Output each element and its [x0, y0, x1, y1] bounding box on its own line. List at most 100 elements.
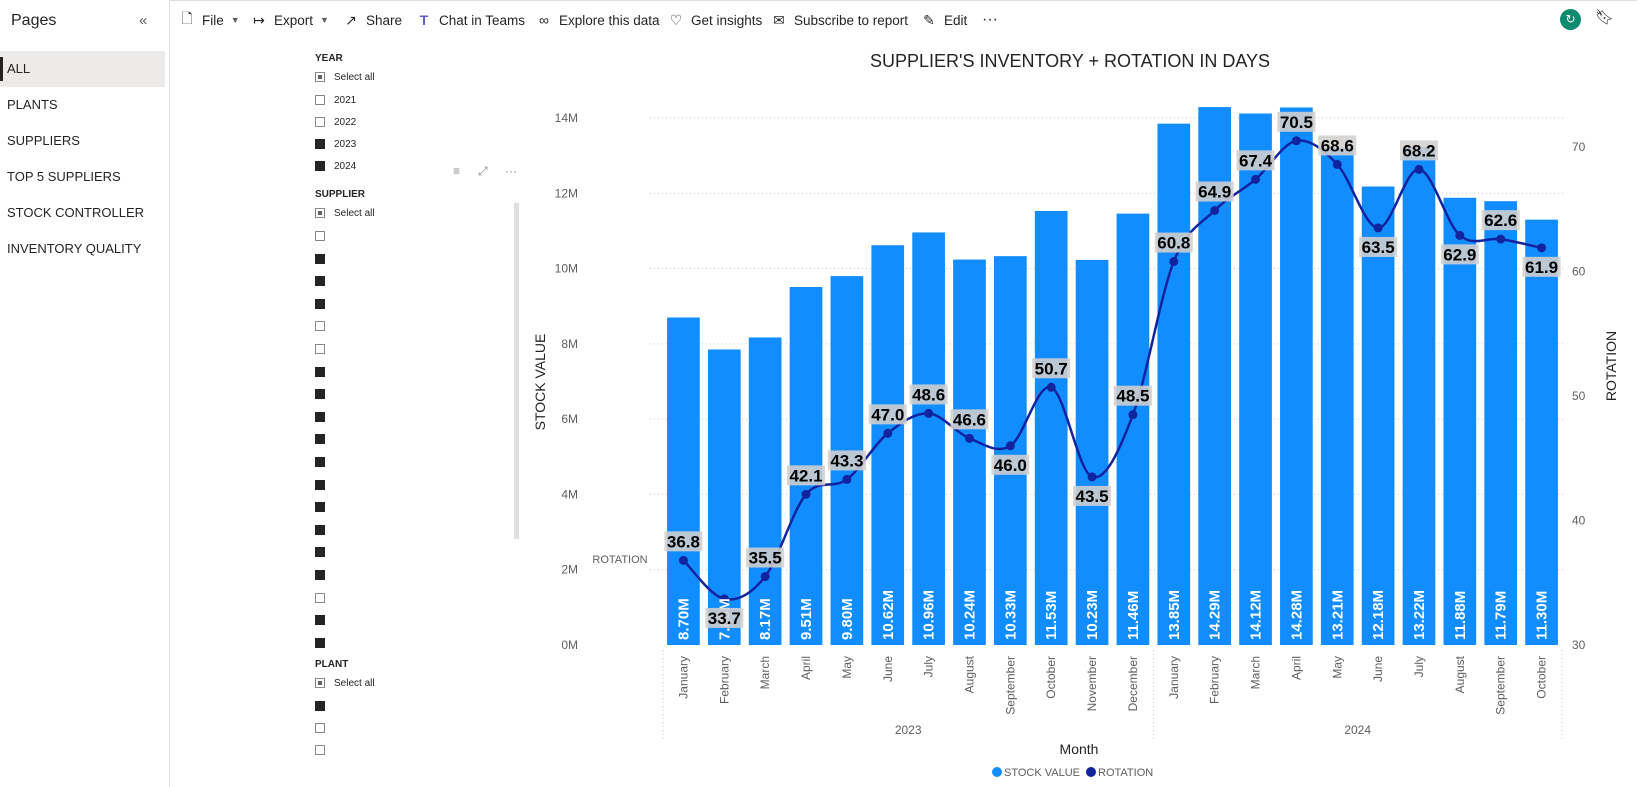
bookmark-icon[interactable]: 🔖︎ [1595, 9, 1615, 26]
stock-value-bar[interactable] [1034, 210, 1068, 646]
explore-data-button[interactable]: ∞ Explore this data [535, 1, 660, 39]
checkbox-checked[interactable] [315, 411, 325, 422]
rotation-point[interactable] [1128, 410, 1138, 420]
supplier-option[interactable] [315, 251, 334, 267]
more-options-icon[interactable]: ··· [505, 164, 517, 178]
checkbox-checked[interactable] [315, 701, 325, 711]
checkbox-partial[interactable] [315, 678, 325, 688]
rotation-point[interactable] [1496, 234, 1506, 244]
checkbox-checked[interactable] [315, 479, 325, 490]
supplier-option[interactable] [315, 318, 334, 334]
checkbox-checked[interactable] [315, 570, 325, 580]
stock-value-bar[interactable] [1116, 213, 1150, 645]
collapse-pane-icon[interactable]: « [139, 12, 148, 29]
year-option-2023[interactable]: 2023 [315, 136, 356, 152]
supplier-option[interactable] [315, 477, 334, 493]
rotation-point[interactable] [1251, 174, 1261, 184]
rotation-point[interactable] [842, 474, 852, 484]
checkbox[interactable] [315, 344, 325, 354]
stock-value-bar[interactable] [748, 337, 782, 645]
edit-button[interactable]: ✎ Edit [920, 1, 967, 39]
supplier-option[interactable] [315, 612, 334, 628]
checkbox[interactable] [315, 592, 325, 603]
rotation-point[interactable] [678, 555, 688, 565]
checkbox-partial[interactable] [315, 208, 325, 218]
year-option-2024[interactable]: 2024 [315, 158, 356, 174]
rotation-point[interactable] [883, 428, 893, 438]
year-option-2022[interactable]: 2022 [315, 114, 356, 130]
supplier-option[interactable] [315, 296, 334, 312]
checkbox[interactable] [315, 321, 325, 332]
stock-value-bar[interactable] [1484, 201, 1518, 645]
supplier-option[interactable] [315, 273, 334, 289]
rotation-point[interactable] [1087, 472, 1097, 482]
stock-value-bar[interactable] [912, 232, 945, 646]
rotation-point[interactable] [1046, 382, 1056, 392]
stock-value-bar[interactable] [1525, 219, 1558, 645]
supplier-option[interactable] [315, 522, 334, 538]
rotation-point[interactable] [1169, 257, 1179, 267]
stock-value-bar[interactable] [1157, 123, 1191, 646]
rotation-point[interactable] [760, 572, 770, 582]
refresh-status-icon[interactable]: ↻ [1560, 9, 1581, 30]
stock-value-bar[interactable] [1320, 147, 1354, 645]
checkbox-checked[interactable] [315, 457, 325, 467]
checkbox[interactable] [315, 745, 325, 755]
stock-value-bar[interactable] [1280, 107, 1313, 645]
plant-option[interactable] [315, 698, 334, 714]
checkbox[interactable] [315, 117, 325, 127]
rotation-point[interactable] [1291, 136, 1301, 146]
get-insights-button[interactable]: ♡ Get insights [667, 1, 763, 39]
rotation-point[interactable] [1455, 230, 1465, 240]
page-tab-plants[interactable]: PLANTS [7, 97, 58, 112]
stock-value-bar[interactable] [953, 259, 986, 645]
share-button[interactable]: ↗ Share [342, 1, 402, 39]
stock-value-bar[interactable] [1402, 147, 1436, 645]
rotation-point[interactable] [1414, 164, 1424, 174]
supplier-option[interactable] [315, 635, 334, 651]
supplier-option[interactable] [315, 341, 334, 357]
page-tab-inventory-quality[interactable]: INVENTORY QUALITY [7, 241, 142, 256]
checkbox-checked[interactable] [315, 298, 325, 309]
stock-value-bar[interactable] [1075, 259, 1109, 645]
checkbox-checked[interactable] [315, 637, 325, 648]
checkbox-checked[interactable] [315, 434, 325, 445]
rotation-point[interactable] [1537, 243, 1547, 253]
page-tab-suppliers[interactable]: SUPPLIERS [7, 133, 80, 148]
checkbox[interactable] [315, 95, 325, 105]
supplier-option[interactable] [315, 567, 334, 583]
stock-value-bar[interactable] [1443, 197, 1477, 645]
supplier-option[interactable] [315, 590, 334, 606]
supplier-option[interactable] [315, 409, 334, 425]
supplier-option[interactable] [315, 431, 334, 447]
rotation-point[interactable] [924, 408, 934, 418]
rotation-point[interactable] [1373, 223, 1383, 233]
checkbox-checked[interactable] [315, 276, 325, 287]
page-tab-top-5-suppliers[interactable]: TOP 5 SUPPLIERS [7, 169, 121, 184]
checkbox-checked[interactable] [315, 139, 325, 149]
stock-value-bar[interactable] [1361, 186, 1395, 645]
stock-value-bar[interactable] [667, 317, 700, 645]
focus-mode-icon[interactable]: ⤢ [478, 164, 488, 178]
rotation-point[interactable] [1210, 205, 1220, 215]
stock-value-bar[interactable] [1239, 113, 1272, 646]
rotation-point[interactable] [801, 489, 811, 499]
export-menu-button[interactable]: ↦ Export ▼ [250, 1, 329, 39]
plant-option[interactable] [315, 720, 334, 736]
slicer-scrollbar[interactable] [514, 203, 519, 539]
rotation-line[interactable] [682, 139, 1542, 601]
supplier-select-all[interactable]: Select all [315, 205, 375, 221]
checkbox-checked[interactable] [315, 161, 325, 171]
chat-in-teams-button[interactable]: T Chat in Teams [415, 1, 525, 39]
year-select-all[interactable]: Select all [315, 69, 375, 85]
checkbox-checked[interactable] [315, 502, 325, 513]
supplier-option[interactable] [315, 386, 334, 402]
plant-option[interactable] [315, 742, 334, 758]
plant-select-all[interactable]: Select all [315, 675, 375, 691]
rotation-point[interactable] [964, 433, 974, 443]
supplier-option[interactable] [315, 228, 334, 244]
checkbox-checked[interactable] [315, 389, 325, 400]
checkbox-checked[interactable] [315, 615, 325, 626]
stock-value-bar[interactable] [993, 256, 1027, 645]
